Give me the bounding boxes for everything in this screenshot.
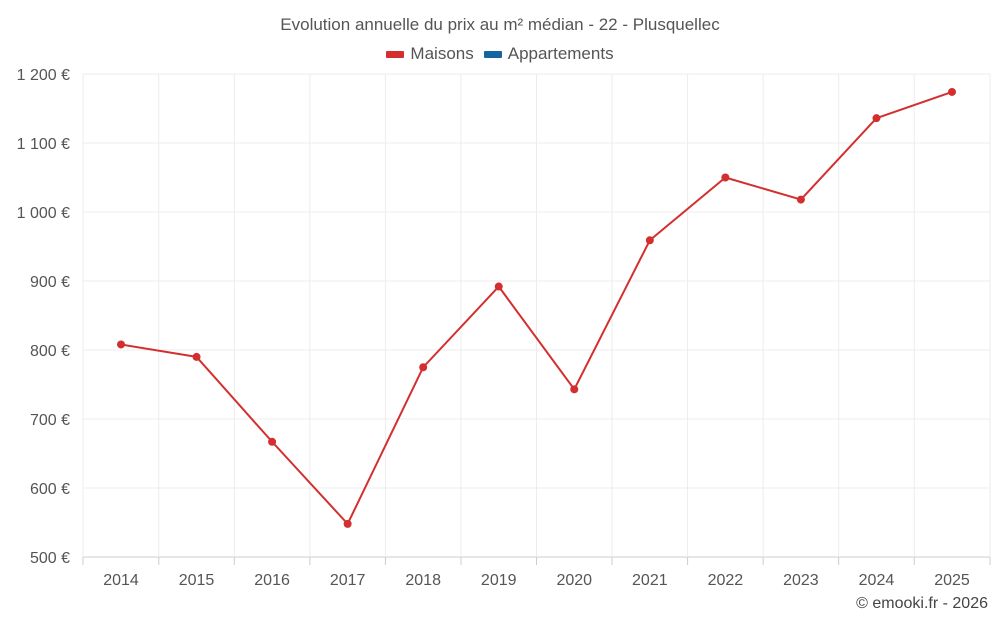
y-tick-label: 1 100 € (17, 136, 70, 153)
y-tick-label: 1 000 € (17, 205, 70, 222)
x-tick-label: 2024 (859, 572, 895, 589)
x-tick-label: 2017 (330, 572, 366, 589)
data-point (948, 87, 956, 96)
y-tick-label: 500 € (30, 550, 70, 567)
x-tick-label: 2020 (556, 572, 592, 589)
legend-swatch-appartements (483, 50, 502, 58)
data-point (268, 437, 277, 446)
y-tick-label: 1 200 € (17, 67, 70, 84)
y-tick-label: 600 € (30, 481, 70, 498)
data-point (570, 385, 579, 394)
legend-label-appartements: Appartements (507, 44, 614, 63)
legend-item-appartements[interactable]: Appartements (483, 44, 614, 64)
chart-legend: Maisons Appartements (0, 44, 1000, 64)
x-tick-label: 2021 (632, 572, 668, 589)
data-point (117, 340, 125, 349)
data-point (645, 236, 654, 245)
x-tick-label: 2018 (405, 572, 441, 589)
x-tick-label: 2014 (103, 572, 139, 589)
x-tick-label: 2016 (254, 572, 290, 589)
data-point (419, 363, 428, 372)
x-tick-label: 2015 (179, 572, 215, 589)
y-tick-label: 900 € (30, 274, 70, 291)
x-tick-label: 2023 (783, 572, 819, 589)
chart-title: Evolution annuelle du prix au m² médian … (280, 15, 720, 34)
data-point (721, 173, 730, 182)
x-tick-label: 2025 (934, 572, 970, 589)
data-point (192, 352, 201, 361)
credit-text: © emooki.fr - 2026 (856, 595, 988, 612)
legend-swatch-maisons (386, 50, 405, 58)
y-tick-label: 800 € (30, 343, 70, 360)
data-point (872, 114, 881, 123)
legend-label-maisons: Maisons (410, 44, 474, 63)
x-tick-label: 2022 (708, 572, 744, 589)
legend-item-maisons[interactable]: Maisons (386, 44, 474, 64)
data-point (494, 282, 503, 291)
data-point (343, 519, 352, 528)
x-tick-label: 2019 (481, 572, 517, 589)
series-line-maisons (120, 90, 953, 525)
data-point (796, 195, 805, 204)
y-tick-label: 700 € (30, 412, 70, 429)
